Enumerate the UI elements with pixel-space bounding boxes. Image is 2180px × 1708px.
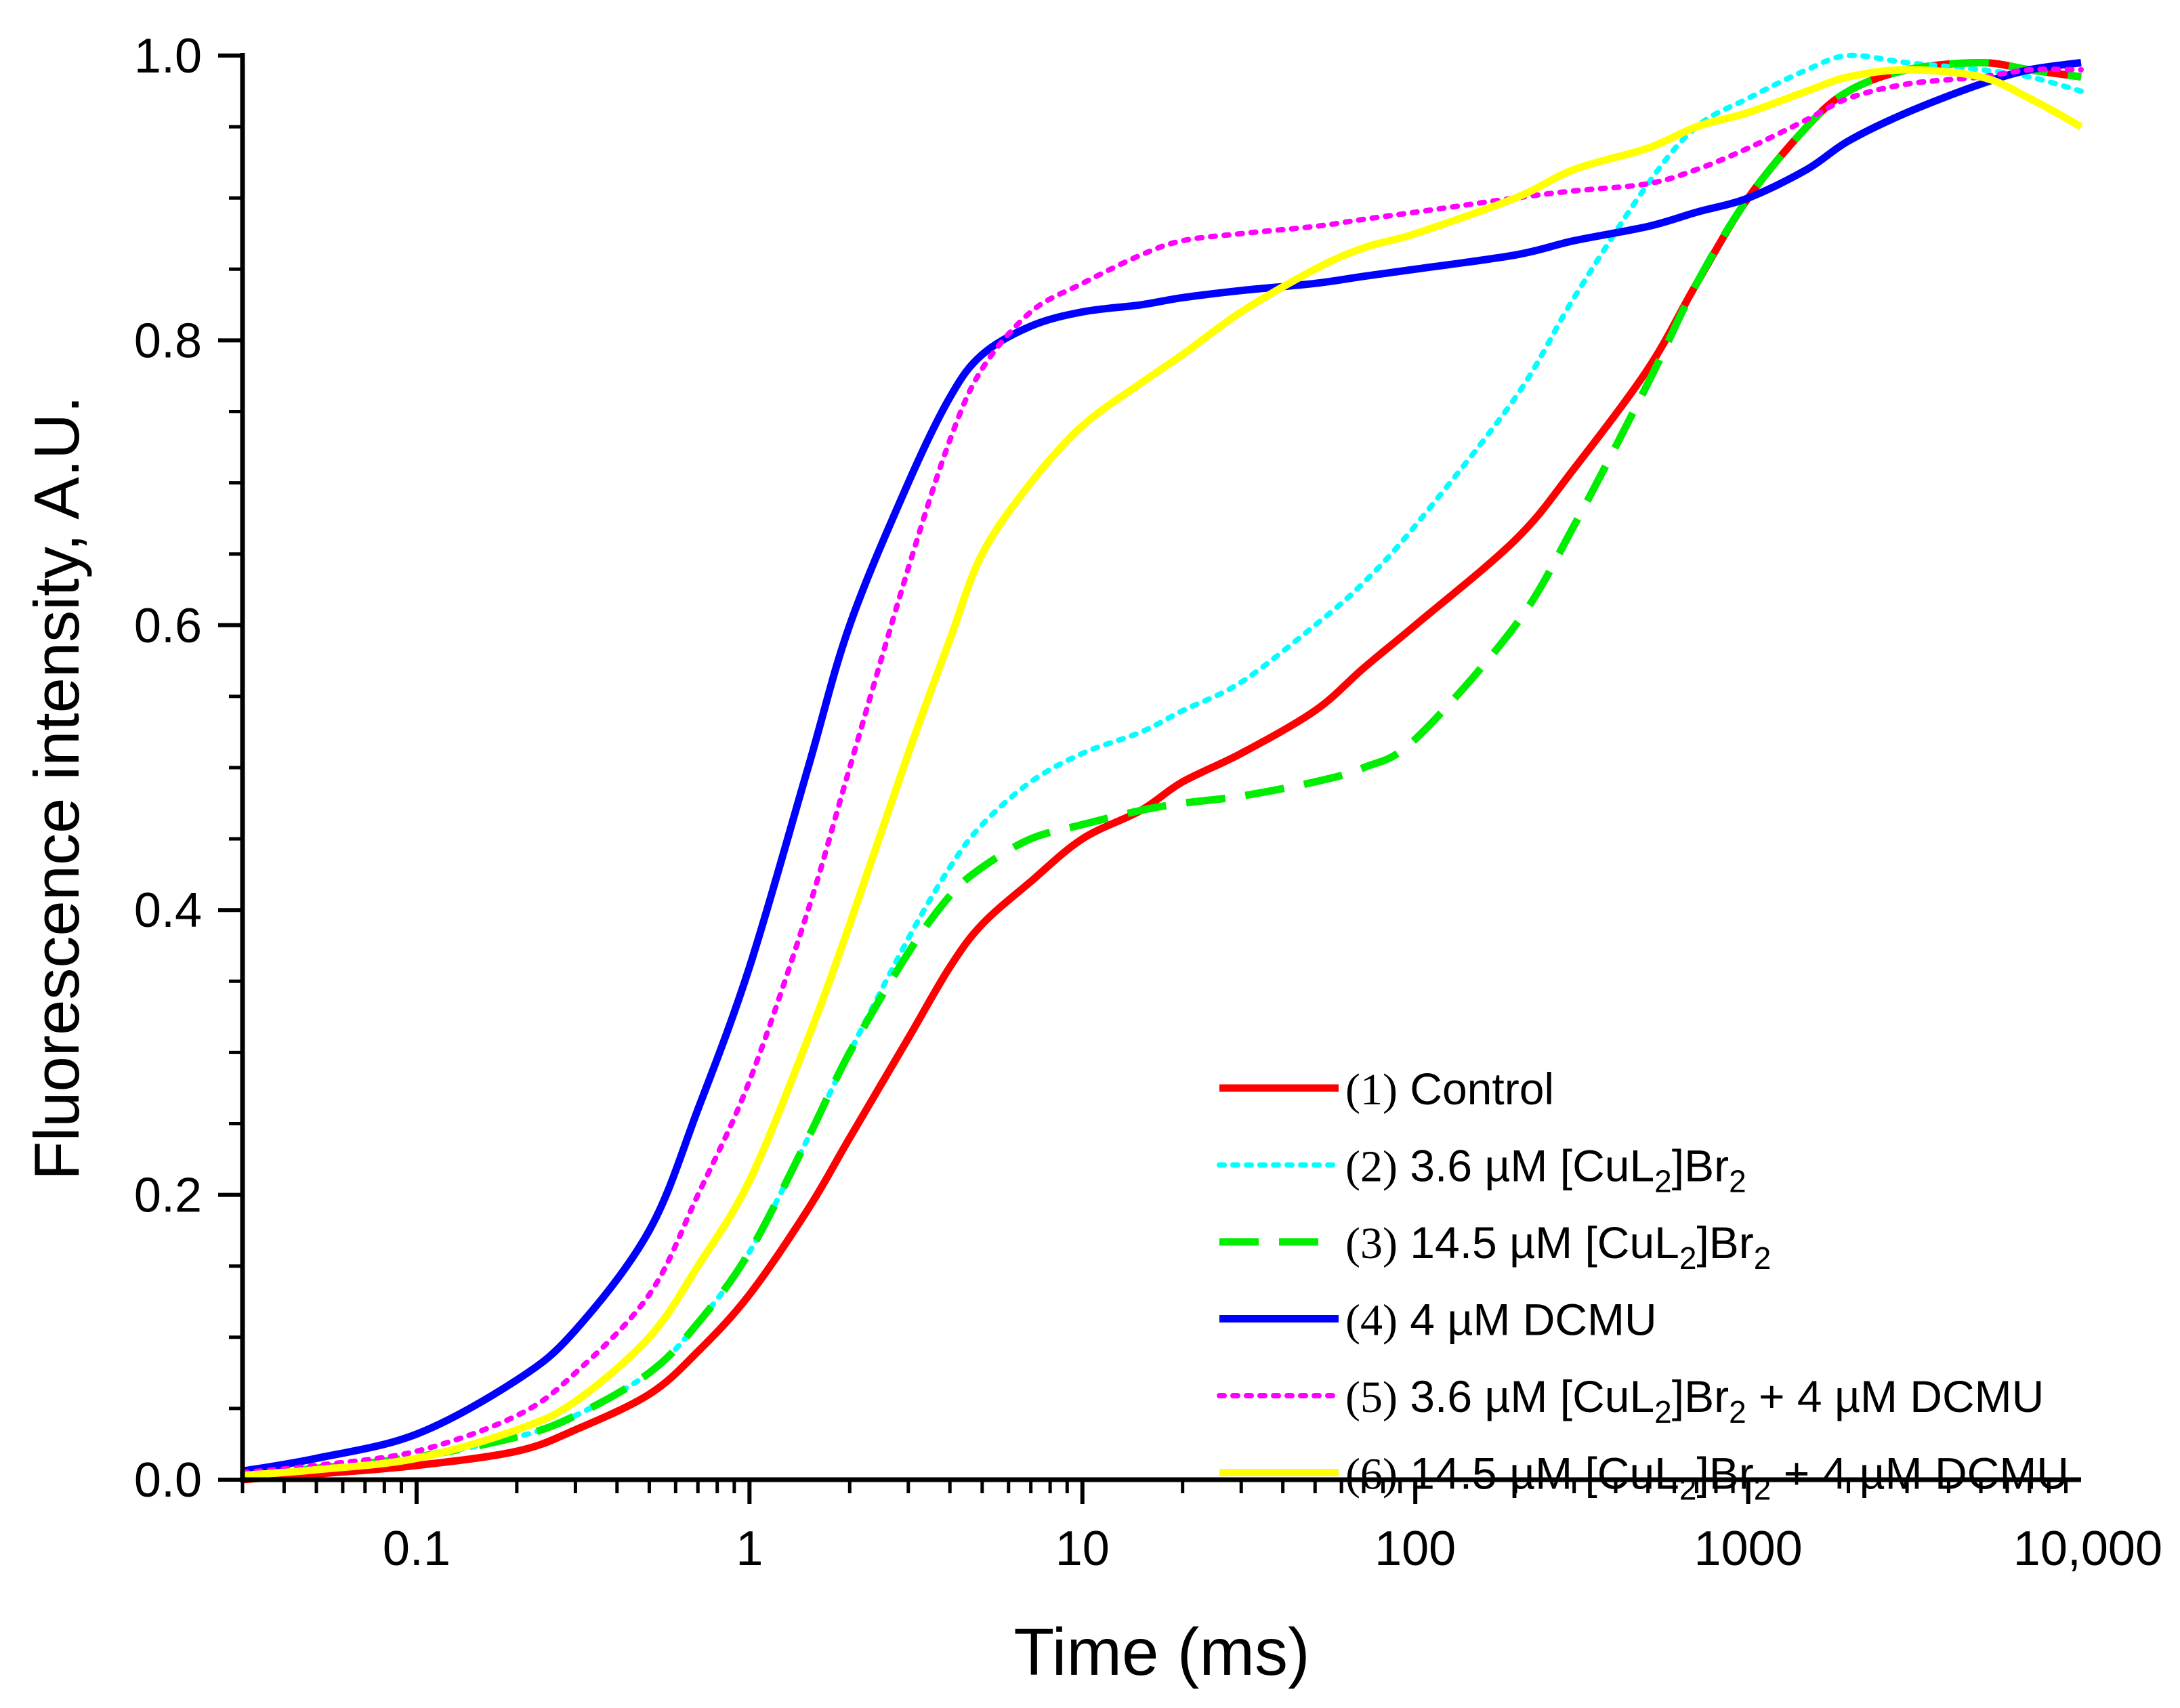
series-line-3 [242, 59, 2082, 1480]
series-line-5 [240, 66, 2084, 1476]
x-tick-label: 1 [736, 1522, 763, 1576]
x-tick-label: 100 [1375, 1522, 1456, 1576]
y-tick-label: 0.0 [134, 1453, 202, 1507]
y-tick-label: 0.4 [134, 883, 202, 938]
y-tick-label: 0.2 [134, 1169, 202, 1223]
series-line-4 [242, 59, 2082, 1475]
legend-label: (2) 3.6 µM [CuL2]Br2 [1345, 1141, 1746, 1199]
series-layer [240, 52, 2084, 1484]
legend-label: (4) 4 µM DCMU [1345, 1295, 1657, 1346]
x-tick-label: 1000 [1694, 1522, 1803, 1576]
legend: (1) Control (2) 3.6 µM [CuL2]Br2 (3) 14.5 … [1217, 1064, 2069, 1507]
x-tick-label: 0.1 [383, 1522, 450, 1576]
y-tick-label: 0.8 [134, 314, 202, 368]
y-ticks: 0.0 0.2 0.4 0.6 0.8 1.0 [134, 29, 243, 1507]
x-axis-title: Time (ms) [1013, 1615, 1309, 1689]
y-tick-label: 0.6 [134, 599, 202, 653]
legend-label: (6) 14.5 µM [CuL2]Br2 + 4 µM DCMU [1345, 1449, 2069, 1507]
series-line-6 [242, 66, 2083, 1480]
y-axis-title: Fluorescence intensity, A.U. [21, 396, 92, 1180]
legend-label: (5) 3.6 µM [CuL2]Br2 + 4 µM DCMU [1345, 1371, 2044, 1430]
legend-label: (1) Control [1345, 1064, 1554, 1115]
x-tick-label: 10,000 [2013, 1522, 2162, 1576]
legend-label: (3) 14.5 µM [CuL2]Br2 [1345, 1217, 1771, 1276]
x-ticks: 0.1 1 10 100 1000 10,000 [240, 1480, 2162, 1576]
y-tick-label: 1.0 [134, 29, 202, 83]
x-tick-label: 10 [1055, 1522, 1110, 1576]
